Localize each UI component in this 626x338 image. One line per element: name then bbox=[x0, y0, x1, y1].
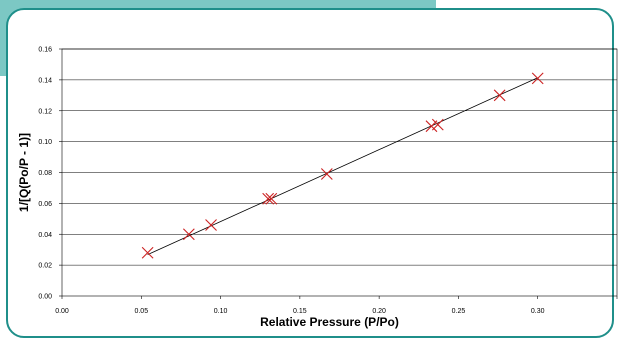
x-tick-label: 0.30 bbox=[531, 308, 545, 315]
data-point bbox=[141, 246, 154, 259]
data-point bbox=[531, 72, 544, 85]
data-point bbox=[265, 192, 278, 205]
x-tick-label: 0.25 bbox=[452, 308, 466, 315]
y-tick-label: 0.02 bbox=[38, 263, 52, 270]
x-tick-label: 0.15 bbox=[293, 308, 307, 315]
data-point bbox=[182, 228, 195, 241]
x-tick-label: 0.00 bbox=[55, 308, 69, 315]
y-tick-label: 0.16 bbox=[38, 47, 52, 54]
trendline bbox=[147, 77, 538, 255]
x-tick-label: 0.05 bbox=[134, 308, 148, 315]
data-point bbox=[320, 168, 333, 180]
y-axis-ticks: 0.00 0.02 0.04 0.06 0.08 0.10 0.12 0.14 0.16 bbox=[38, 47, 62, 301]
y-tick-label: 0.14 bbox=[38, 77, 52, 84]
x-tick-label: 0.20 bbox=[372, 308, 386, 315]
x-axis-label: Relative Pressure (P/Po) bbox=[260, 315, 399, 329]
data-point bbox=[431, 118, 444, 131]
y-tick-label: 0.06 bbox=[38, 201, 52, 208]
data-point bbox=[493, 89, 506, 102]
y-tick-label: 0.00 bbox=[38, 294, 52, 301]
data-point bbox=[205, 219, 217, 231]
y-tick-label: 0.04 bbox=[38, 232, 52, 239]
data-points bbox=[141, 72, 544, 259]
y-tick-label: 0.10 bbox=[38, 139, 52, 146]
y-axis-label: 1/[Q(Po/P - 1)] bbox=[17, 133, 31, 212]
chart: 0.00 0.02 0.04 0.06 0.08 0.10 0.12 0.14 0.16 0.0… bbox=[17, 47, 618, 329]
data-point bbox=[262, 192, 275, 205]
chart-panel bbox=[6, 8, 614, 338]
y-tick-label: 0.12 bbox=[38, 108, 52, 115]
x-tick-label: 0.10 bbox=[214, 308, 228, 315]
gridlines bbox=[62, 48, 617, 266]
y-tick-label: 0.08 bbox=[38, 170, 52, 177]
x-axis-ticks: 0.00 0.05 0.10 0.15 0.20 0.25 0.30 bbox=[55, 296, 618, 315]
